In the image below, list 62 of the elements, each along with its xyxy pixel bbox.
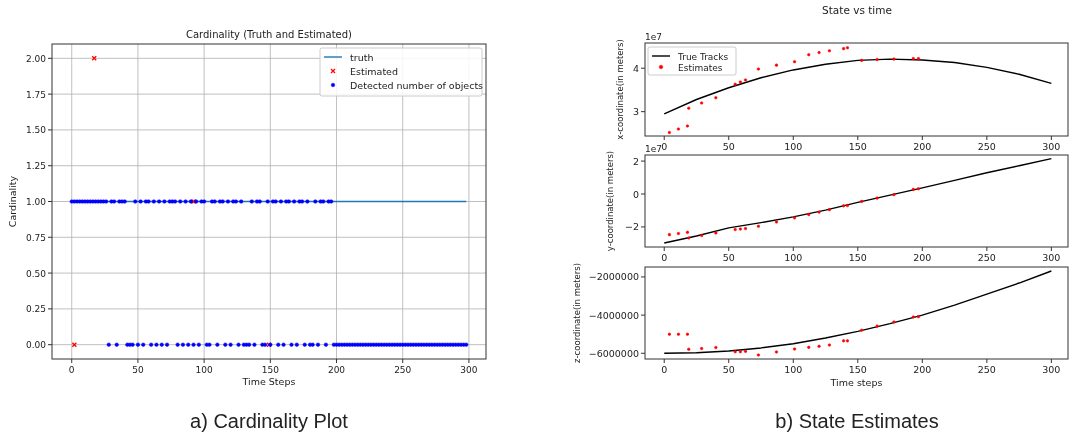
text: 1e7 [645, 32, 662, 42]
y-tick-label: 2.00 [25, 53, 47, 64]
y-tick-label: 0.50 [25, 268, 47, 279]
x-tick-label: 100 [784, 141, 803, 152]
x-tick-label: 200 [913, 364, 932, 375]
chart-title: State vs time [822, 4, 892, 16]
y-tick-label: 1.50 [25, 125, 47, 136]
y-axis-title: y-coordinate(in meters) [605, 150, 615, 252]
x-tick-label: 50 [722, 364, 735, 375]
x-tick-label: 0 [661, 252, 668, 263]
y-tick-label: −4000000 [588, 309, 639, 321]
text: b) State Estimates [775, 410, 939, 432]
x-tick-label: 100 [784, 364, 803, 375]
y-tick-label: 0.25 [25, 304, 46, 315]
legend-label: True Tracks [677, 51, 729, 62]
x-tick-label: 250 [977, 252, 996, 263]
x-tick-label: 200 [913, 252, 932, 263]
y-tick-label: 1.25 [25, 161, 46, 172]
x-axis-title: Time steps [829, 377, 883, 388]
y-tick-label: 0 [632, 188, 639, 200]
y-tick-label: 0.00 [25, 340, 47, 351]
x-tick-label: 150 [848, 141, 867, 152]
y-axis-title: z-coordinate(in meters) [572, 263, 582, 363]
y-tick-label: 0.75 [25, 232, 46, 243]
x-tick-label: 150 [848, 364, 867, 375]
x-tick-label: 300 [460, 365, 478, 375]
x-tick-label: 0 [68, 365, 75, 375]
y-tick-label: 4 [632, 62, 639, 74]
x-tick-label: 50 [722, 252, 735, 263]
y-axis-title: Cardinality [7, 175, 18, 228]
x-tick-label: 100 [784, 252, 803, 263]
x-tick-label: 100 [195, 365, 213, 375]
x-tick-label: 150 [848, 252, 867, 263]
y-tick-label: 1.00 [25, 197, 47, 207]
y-tick-label: 3 [632, 106, 639, 118]
legend-label: Estimates [678, 62, 723, 73]
x-tick-label: 50 [722, 141, 735, 152]
x-tick-label: 50 [132, 365, 144, 375]
y-tick-label: −2000000 [588, 271, 639, 283]
x-tick-label: 150 [261, 365, 280, 375]
x-tick-label: 300 [1042, 364, 1061, 375]
chart-title: Cardinality (Truth and Estimated) [185, 29, 353, 40]
x-tick-label: 250 [977, 141, 996, 152]
text: a) Cardinality Plot [190, 410, 349, 432]
y-tick-label: 2 [632, 155, 639, 167]
x-axis-title: Time Steps [241, 376, 296, 387]
x-tick-label: 250 [394, 365, 412, 375]
y-tick-label: −2 [624, 221, 639, 233]
legend-label: Estimated [350, 65, 398, 77]
y-axis-title: x-coordinate(in meters) [615, 39, 625, 140]
y-tick-label: 1.75 [25, 89, 46, 100]
x-tick-label: 200 [913, 141, 932, 152]
legend-label: Detected number of objects [350, 79, 484, 91]
x-tick-label: 200 [327, 365, 346, 375]
x-tick-label: 300 [1042, 141, 1061, 152]
y-tick-label: −6000000 [588, 347, 639, 359]
x-tick-label: 0 [661, 141, 668, 152]
x-tick-label: 0 [661, 364, 668, 375]
text: 1e7 [645, 144, 662, 154]
x-tick-label: 300 [1042, 252, 1061, 263]
legend-label: truth [350, 51, 374, 63]
x-tick-label: 250 [977, 364, 996, 375]
